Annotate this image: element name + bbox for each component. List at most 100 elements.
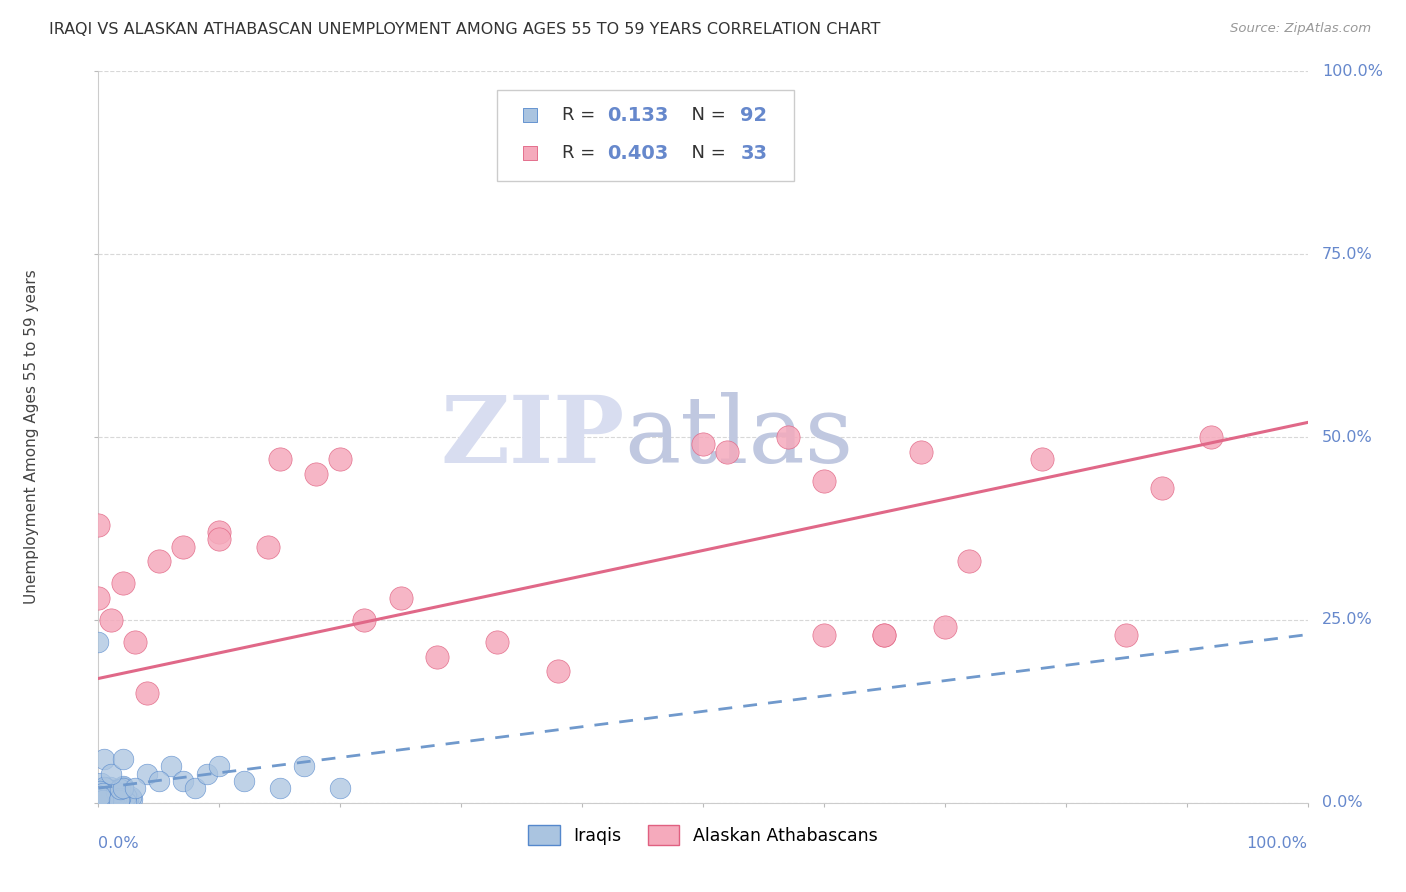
Point [135,766,157,780]
Point [93,792,115,806]
Text: 0.403: 0.403 [607,144,669,162]
Point [115,789,138,803]
Point [776,430,799,444]
Point [93,791,115,805]
Text: Source: ZipAtlas.com: Source: ZipAtlas.com [1230,22,1371,36]
Point [89,792,111,806]
Point [112,790,135,805]
Point [353,613,375,627]
Point [111,795,134,809]
Point [1199,430,1222,444]
Point [813,627,835,641]
Point [100,766,122,780]
Text: ZIP: ZIP [440,392,624,482]
Point [91,793,114,807]
Point [93,789,115,803]
Point [108,792,131,806]
Point [232,773,254,788]
Point [87,791,110,805]
Point [292,759,315,773]
Point [91,795,114,809]
Point [112,780,135,795]
Text: 50.0%: 50.0% [1322,430,1372,444]
Point [103,788,125,802]
Text: 0.0%: 0.0% [98,836,139,851]
Point [547,664,569,678]
Point [94,793,117,807]
Point [115,795,138,809]
Point [93,788,115,802]
Point [87,789,110,804]
Point [110,789,132,804]
Point [957,554,980,568]
Point [97,793,120,807]
Point [90,796,112,810]
Point [1152,481,1174,495]
Point [91,790,114,805]
Point [329,781,352,796]
Text: 33: 33 [741,144,768,162]
Point [111,794,134,808]
Point [172,773,194,788]
Point [96,789,118,804]
Point [108,793,131,807]
Point [184,781,207,796]
Point [104,793,127,807]
Point [89,796,111,810]
Point [873,627,896,641]
Point [98,780,121,795]
Point [89,793,111,807]
Point [94,784,117,798]
Text: 100.0%: 100.0% [1322,64,1384,78]
Point [1031,452,1053,467]
Point [90,793,112,807]
Point [100,794,122,808]
Point [111,794,134,808]
Text: IRAQI VS ALASKAN ATHABASCAN UNEMPLOYMENT AMONG AGES 55 TO 59 YEARS CORRELATION C: IRAQI VS ALASKAN ATHABASCAN UNEMPLOYMENT… [49,22,880,37]
Point [160,759,183,773]
Point [96,790,118,805]
Point [94,791,117,805]
Text: 92: 92 [741,106,768,125]
Point [87,788,110,802]
Point [208,759,231,773]
Point [124,635,146,649]
Point [93,792,115,806]
Point [108,788,131,802]
Point [90,791,112,805]
Point [426,649,449,664]
Point [117,791,139,805]
Point [91,786,114,800]
Point [100,789,122,804]
Point [716,444,738,458]
Point [89,794,111,808]
Point [93,752,115,766]
Text: N =: N = [681,145,731,162]
Point [269,781,291,796]
Text: R =: R = [561,106,600,124]
Point [111,781,134,796]
Text: 0.0%: 0.0% [1322,796,1362,810]
Point [89,789,111,803]
Point [90,776,112,790]
Point [91,788,114,802]
Point [100,613,122,627]
Point [104,786,127,800]
Point [934,620,956,634]
Text: N =: N = [681,106,731,124]
Point [103,783,125,797]
Point [873,627,896,641]
Point [103,791,125,805]
Point [208,525,231,540]
Legend: Iraqis, Alaskan Athabascans: Iraqis, Alaskan Athabascans [529,825,877,846]
Point [87,517,110,532]
Point [112,779,135,793]
Point [110,782,132,797]
Text: atlas: atlas [624,392,853,482]
Point [87,591,110,605]
Point [486,635,509,649]
Point [98,790,121,805]
Point [124,781,146,796]
Text: 100.0%: 100.0% [1247,836,1308,851]
Point [111,752,134,766]
